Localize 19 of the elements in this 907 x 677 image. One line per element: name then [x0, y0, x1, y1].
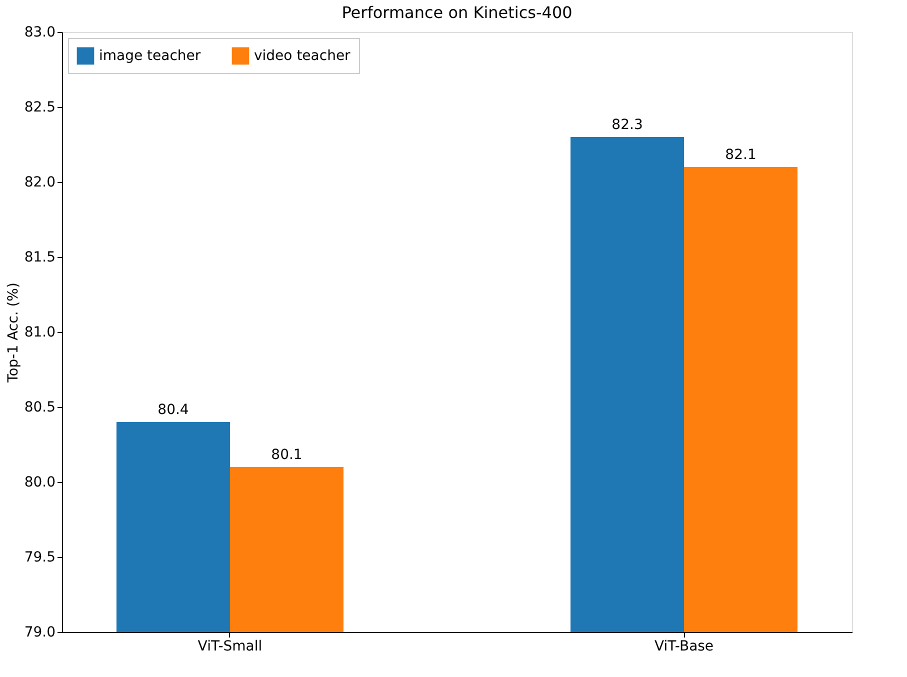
- y-tick-label: 82.0: [24, 174, 56, 190]
- y-tick-label: 79.0: [24, 624, 56, 640]
- y-tick-label: 81.0: [24, 324, 56, 340]
- legend-label: video teacher: [254, 48, 351, 64]
- y-tick-label: 82.5: [24, 100, 56, 116]
- data-label: 80.1: [271, 447, 302, 463]
- x-tick-label: ViT-Base: [654, 638, 714, 654]
- data-label: 82.1: [725, 147, 756, 163]
- data-label: 80.4: [158, 402, 189, 418]
- y-tick-label: 80.0: [24, 474, 56, 490]
- y-axis-title: Top-1 Acc. (%): [5, 282, 22, 384]
- y-tick-label: 79.5: [24, 550, 56, 566]
- y-tick-label: 81.5: [24, 250, 56, 266]
- chart-title: Performance on Kinetics-400: [342, 3, 572, 22]
- y-tick-label: 83.0: [24, 24, 56, 40]
- x-tick-label: ViT-Small: [198, 638, 262, 654]
- data-label: 82.3: [612, 117, 643, 133]
- y-tick-label: 80.5: [24, 400, 56, 416]
- legend-label: image teacher: [99, 48, 201, 64]
